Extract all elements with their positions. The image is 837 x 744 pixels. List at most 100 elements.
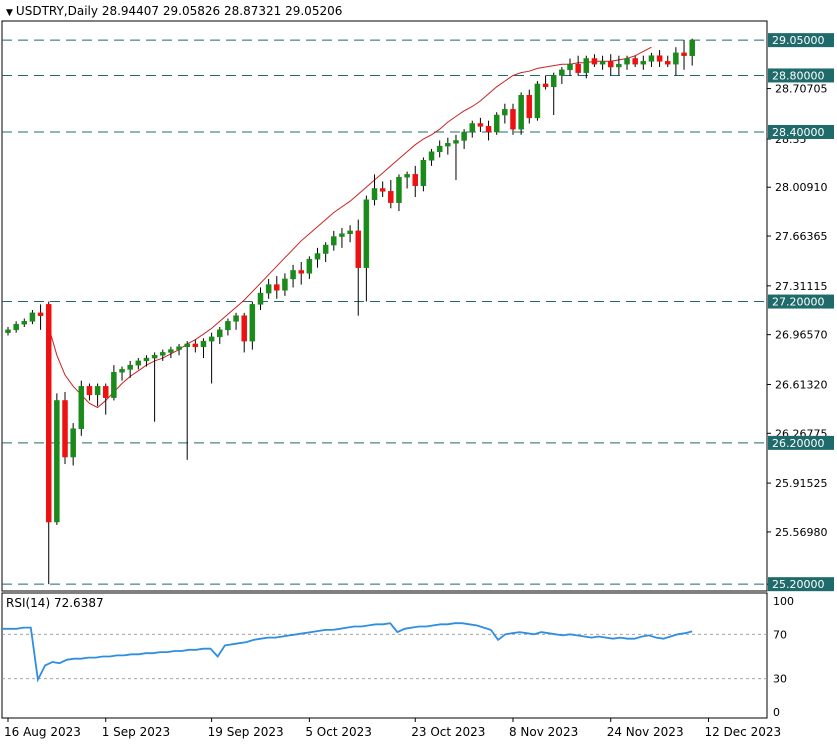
candle-body — [160, 352, 166, 356]
date-tick-label: 8 Nov 2023 — [509, 725, 578, 739]
rsi-value: 72.6387 — [53, 596, 104, 610]
level-lines — [2, 39, 767, 585]
candle-body — [461, 131, 467, 141]
level-tag-label: 27.20000 — [772, 296, 825, 309]
rsi-label: RSI(14) — [6, 596, 51, 610]
candle-body — [469, 123, 476, 133]
candle-body — [689, 39, 695, 56]
main-panel-border — [1, 20, 768, 592]
price-tick-label: 25.56980 — [775, 526, 828, 539]
candle-body — [339, 233, 345, 237]
candle-body — [225, 321, 231, 331]
candle-body — [298, 270, 304, 274]
candle-body — [420, 159, 427, 186]
candle-body — [550, 75, 557, 88]
rsi-line — [2, 622, 693, 683]
level-tag-label: 29.05000 — [772, 34, 825, 47]
date-tick-label: 12 Dec 2023 — [704, 725, 781, 739]
candle-body — [127, 364, 133, 370]
candle-body — [347, 230, 353, 234]
candle-body — [176, 346, 182, 350]
candle-body — [607, 61, 614, 68]
candle-body — [363, 199, 370, 268]
level-tag — [768, 68, 834, 83]
candle-body — [265, 284, 272, 294]
chart-header: ▼ USDTRY,Daily 28.94407 29.05826 28.87321… — [6, 4, 342, 18]
price-tick-label: 25.91525 — [775, 477, 828, 490]
candle-body — [673, 52, 679, 65]
rsi-panel: 100 70 30 0 — [2, 595, 794, 719]
candle-body — [37, 312, 44, 316]
candle-body — [599, 61, 606, 65]
date-tick-label: 19 Sep 2023 — [208, 725, 284, 739]
candle-body — [428, 151, 435, 161]
candle-body — [241, 315, 247, 342]
candle-body — [640, 61, 647, 65]
candle-body — [86, 386, 93, 396]
low-value: 28.87321 — [224, 4, 282, 18]
candle-body — [412, 174, 418, 186]
moving-average-line — [48, 46, 652, 409]
candle-body — [453, 140, 459, 144]
rsi-tick-label: 0 — [773, 706, 780, 719]
level-tag-label: 25.20000 — [772, 578, 825, 591]
candle-body — [534, 83, 541, 119]
candle-body — [5, 329, 11, 333]
candle-body — [379, 188, 386, 192]
symbol-label: USDTRY,Daily — [15, 4, 98, 18]
candle-body — [217, 329, 223, 338]
rsi-tick-label: 70 — [773, 628, 787, 641]
candle-body — [62, 400, 68, 458]
price-axis: 28.7070528.3528.0091027.6636527.3111526.… — [767, 83, 828, 591]
candle-body — [583, 58, 590, 73]
level-tag-label: 28.40000 — [772, 126, 825, 139]
date-tick-label: 16 Aug 2023 — [4, 725, 81, 739]
candle-body — [184, 343, 190, 348]
candle-body — [664, 61, 671, 65]
candle-body — [616, 63, 622, 68]
candle-body — [78, 386, 85, 429]
candle-body — [274, 284, 280, 291]
candle-body — [54, 400, 60, 523]
level-tag — [768, 435, 834, 450]
candle-body — [151, 355, 158, 359]
candle-body — [13, 323, 19, 331]
candle-body — [591, 58, 598, 65]
date-tick-label: 24 Nov 2023 — [607, 725, 684, 739]
candle-body — [388, 191, 394, 203]
date-tick-label: 23 Oct 2023 — [411, 725, 485, 739]
candle-body — [29, 312, 36, 322]
candle-body — [485, 126, 492, 133]
candle-body — [21, 321, 28, 325]
price-tick-label: 26.96570 — [775, 329, 828, 342]
candle-body — [477, 123, 484, 127]
rsi-tick-label: 100 — [773, 595, 794, 608]
candle-body — [257, 292, 264, 305]
candle-body — [102, 386, 109, 398]
candle-body — [436, 145, 443, 153]
price-tick-label: 28.00910 — [775, 181, 828, 194]
candle-body — [143, 357, 150, 362]
price-tick-label: 27.31115 — [775, 280, 828, 293]
candle-body — [290, 270, 296, 280]
candle-body — [396, 176, 402, 203]
moving-average — [48, 46, 652, 409]
candle-body — [168, 349, 174, 353]
main-panel — [1, 20, 768, 719]
close-value: 29.05206 — [285, 4, 343, 18]
candles — [5, 38, 695, 585]
candle-body — [192, 343, 199, 348]
dropdown-triangle-icon[interactable]: ▼ — [6, 8, 13, 18]
candle-body — [94, 386, 101, 396]
rsi-header: RSI(14) 72.6387 — [6, 596, 104, 610]
candle-body — [119, 369, 125, 373]
candle-body — [493, 114, 500, 133]
candle-body — [559, 69, 565, 76]
level-tag-label: 28.80000 — [772, 69, 825, 82]
candle-body — [575, 63, 581, 73]
price-tick-label: 27.66365 — [775, 230, 828, 243]
level-tag — [768, 124, 834, 139]
candle-body — [233, 315, 239, 322]
price-tick-label: 28.70705 — [775, 83, 828, 96]
candle-body — [624, 58, 630, 65]
